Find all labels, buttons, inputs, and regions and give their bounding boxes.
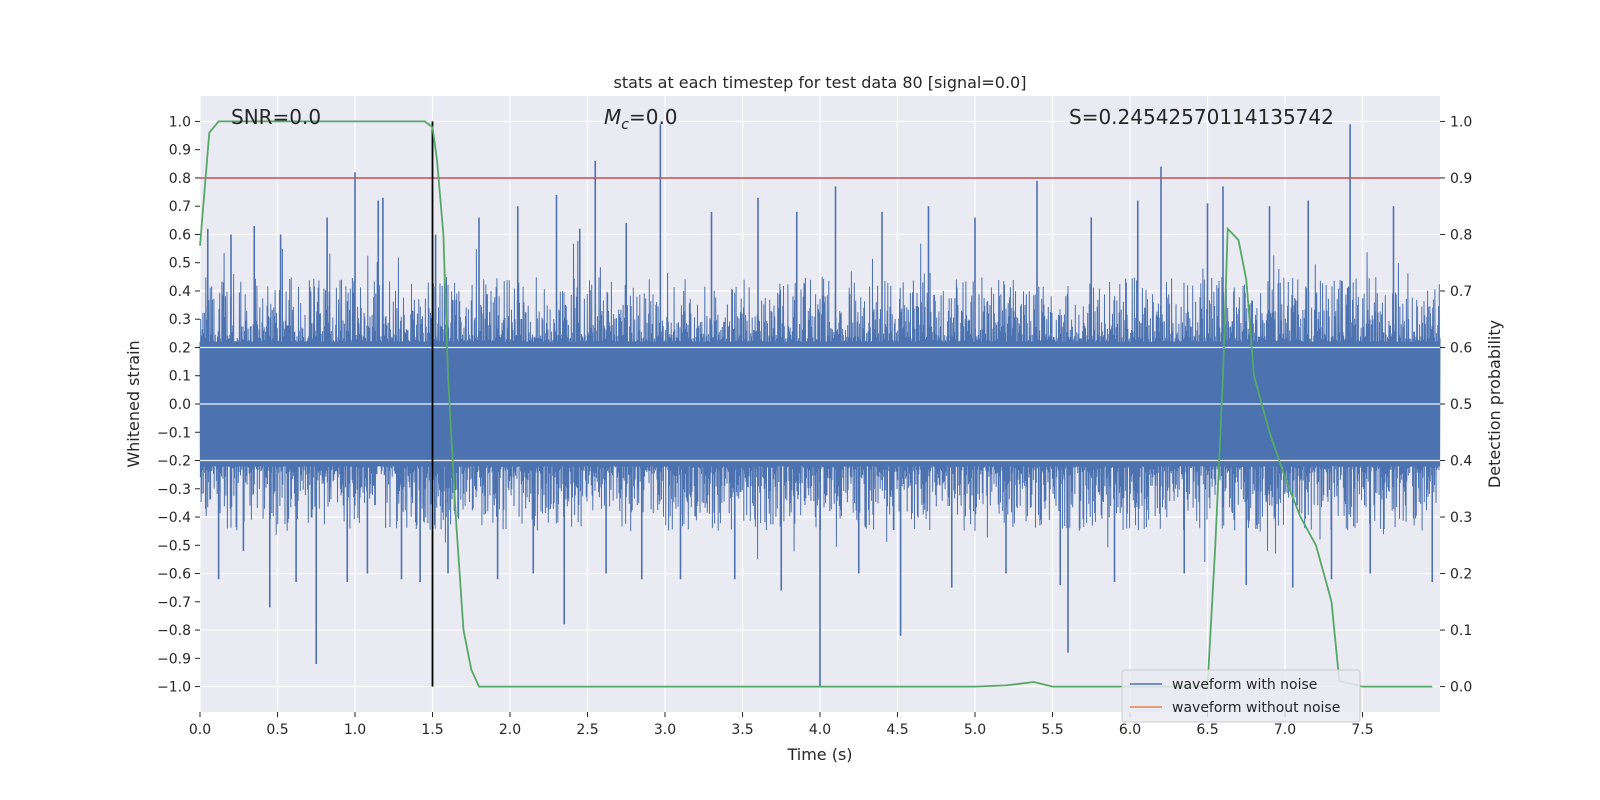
x-tick-label: 2.0 — [499, 722, 521, 738]
y-left-tick-label: 0.6 — [169, 227, 191, 243]
annotation-chirp-mass: Mc=0.0 — [604, 105, 678, 133]
y-right-tick-label: 0.4 — [1450, 454, 1472, 470]
x-tick-label: 5.0 — [964, 722, 986, 738]
y-right-tick-label: 0.2 — [1450, 567, 1472, 583]
x-tick-label: 0.0 — [189, 722, 211, 738]
x-tick-label: 0.5 — [266, 722, 288, 738]
y-right-tick-label: 0.1 — [1450, 623, 1472, 639]
y-left-tick-label: −0.9 — [157, 651, 191, 667]
x-tick-label: 2.5 — [576, 722, 598, 738]
y-right-tick-label: 0.9 — [1450, 171, 1472, 187]
x-tick-label: 6.0 — [1119, 722, 1141, 738]
y-left-tick-label: −0.8 — [157, 623, 191, 639]
y-left-tick-label: −0.1 — [157, 425, 191, 441]
legend: waveform with noise waveform without noi… — [1121, 669, 1361, 723]
y-left-tick-label: −0.6 — [157, 567, 191, 583]
y-left-tick-label: 1.0 — [169, 114, 191, 130]
y-right-tick-label: 0.8 — [1450, 227, 1472, 243]
y-axis-left-label: Whitened strain — [124, 340, 143, 467]
x-tick-label: 3.0 — [654, 722, 676, 738]
annotation-snr: SNR=0.0 — [231, 105, 321, 129]
y-left-tick-label: 0.5 — [169, 256, 191, 272]
x-tick-label: 1.5 — [421, 722, 443, 738]
chart-title: stats at each timestep for test data 80 … — [614, 73, 1027, 92]
detection-probability-line — [199, 120, 1433, 688]
x-tick-label: 1.0 — [344, 722, 366, 738]
x-tick-label: 4.5 — [886, 722, 908, 738]
y-right-tick-label: 0.3 — [1450, 510, 1472, 526]
y-right-tick-label: 0.7 — [1450, 284, 1472, 300]
y-right-tick-label: 0.6 — [1450, 340, 1472, 356]
y-left-tick-label: 0.1 — [169, 369, 191, 385]
y-right-tick-label: 0.5 — [1450, 397, 1472, 413]
noise-layer — [199, 124, 1441, 687]
legend-label-waveform-without-noise: waveform without noise — [1172, 700, 1340, 716]
y-left-tick-label: −0.7 — [157, 595, 191, 611]
y-right-tick-label: 1.0 — [1450, 114, 1472, 130]
x-tick-label: 6.5 — [1196, 722, 1218, 738]
x-axis-label: Time (s) — [786, 745, 852, 764]
legend-label-waveform-with-noise: waveform with noise — [1172, 677, 1317, 693]
y-left-tick-label: 0.3 — [169, 312, 191, 328]
x-tick-label: 7.5 — [1351, 722, 1373, 738]
marks — [199, 120, 1440, 688]
annotation-score: S=0.24542570114135742 — [1069, 105, 1334, 129]
y-left-tick-label: −0.5 — [157, 538, 191, 554]
legend-box — [1121, 669, 1361, 723]
y-left-tick-label: 0.8 — [169, 171, 191, 187]
y-right-tick-label: 0.0 — [1450, 680, 1472, 696]
y-left-tick-label: 0.0 — [169, 397, 191, 413]
x-tick-label: 4.0 — [809, 722, 831, 738]
x-tick-label: 3.5 — [731, 722, 753, 738]
y-axis-right-label: Detection probability — [1485, 320, 1504, 488]
y-left-tick-label: −0.3 — [157, 482, 191, 498]
y-left-tick-label: −0.2 — [157, 454, 191, 470]
y-left-tick-label: 0.9 — [169, 143, 191, 159]
y-left-tick-label: 0.7 — [169, 199, 191, 215]
x-tick-label: 5.5 — [1041, 722, 1063, 738]
y-left-tick-label: 0.4 — [169, 284, 191, 300]
y-left-tick-label: −1.0 — [157, 680, 191, 696]
y-left-tick-label: −0.4 — [157, 510, 191, 526]
x-tick-label: 7.0 — [1274, 722, 1296, 738]
y-left-tick-label: 0.2 — [169, 340, 191, 356]
